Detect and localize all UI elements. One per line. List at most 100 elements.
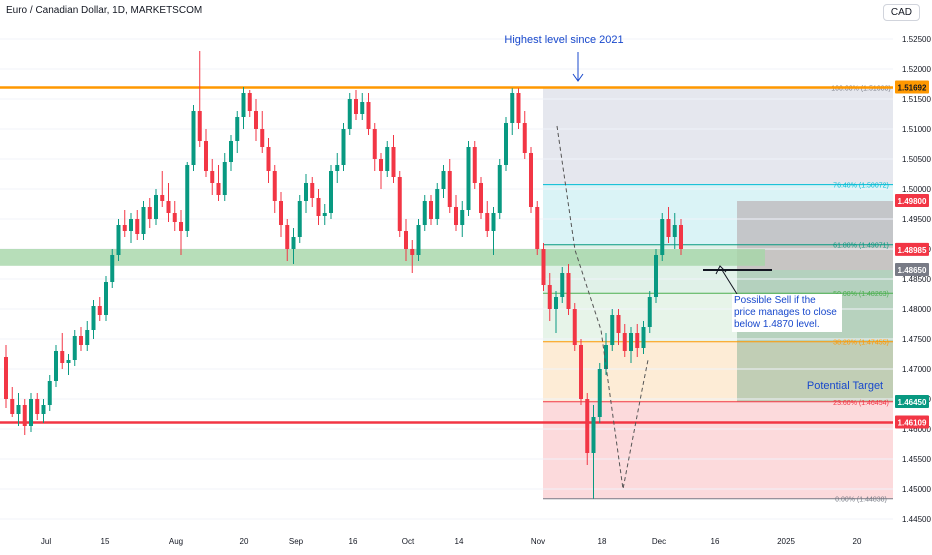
candle-body [129, 219, 133, 231]
position-target-zone [737, 270, 893, 402]
candle-body [372, 129, 377, 159]
candle-body [141, 207, 146, 234]
fib-zone-0 [543, 87, 893, 185]
price-label-bg [895, 415, 929, 429]
candle-body [210, 171, 215, 183]
y-tick-label: 1.50000 [902, 185, 931, 194]
currency-button[interactable]: CAD [882, 4, 920, 21]
fib-label: 38.20% (1.47455) [833, 340, 889, 347]
candle-body [629, 333, 633, 351]
price-label-text: 1.51692 [898, 83, 927, 92]
candle-body [10, 399, 15, 414]
price-label-bg [895, 395, 929, 408]
candle-body [410, 249, 415, 255]
candle-body [510, 93, 515, 123]
candle-body [466, 147, 471, 210]
candle-body [47, 381, 52, 405]
candle-body [472, 147, 477, 183]
candle-body [460, 210, 465, 225]
candle-body [60, 351, 65, 363]
candle-body [366, 102, 371, 129]
candle-body [191, 111, 196, 165]
sell-pointer-line [721, 269, 738, 295]
symbol-title: Euro / Canadian Dollar, 1D, MARKETSCOM [6, 5, 203, 16]
y-tick-label: 1.44500 [902, 515, 931, 524]
sell-pointer-head [715, 265, 727, 275]
candle-body [529, 153, 533, 207]
candle-body [197, 111, 202, 141]
candle-body [566, 273, 571, 309]
candle-body [91, 306, 96, 330]
candle-body [322, 213, 327, 216]
candle-body [541, 249, 546, 285]
price-label-text: 1.48650 [898, 266, 927, 275]
candle-body [166, 201, 171, 213]
candle-body [222, 162, 227, 195]
candle-body [110, 255, 115, 282]
highest-arrow-head [572, 73, 584, 82]
x-tick-label: 20 [853, 537, 862, 546]
candle-body [266, 147, 271, 171]
candle-body [160, 195, 165, 201]
x-tick-label: Dec [652, 537, 666, 546]
candle-body [291, 237, 296, 249]
candle-body [4, 357, 8, 399]
candle-body [385, 147, 390, 171]
candle-body [66, 360, 71, 363]
price-label-bg [895, 80, 929, 94]
candle-body [597, 369, 602, 417]
x-tick-label: Jul [41, 537, 51, 546]
candle-body [329, 171, 333, 213]
candle-body [279, 201, 283, 225]
candle-body [97, 306, 102, 315]
y-tick-label: 1.48000 [902, 305, 931, 314]
candle-body [610, 315, 615, 345]
candle-body [585, 399, 590, 453]
candle-body [497, 165, 502, 213]
y-tick-label: 1.52000 [902, 65, 931, 74]
candle-body [297, 201, 302, 237]
candle-body [347, 99, 352, 129]
candle-body [516, 93, 521, 123]
x-tick-label: 2025 [777, 537, 795, 546]
candle-body [572, 309, 577, 345]
candle-body [54, 351, 58, 381]
candle-body [441, 171, 446, 189]
candle-body [235, 117, 240, 141]
candle-body [535, 207, 540, 249]
candle-body [85, 330, 90, 345]
y-tick-label: 1.45000 [902, 485, 931, 494]
candle-body [604, 345, 608, 369]
candle-body [147, 207, 152, 219]
price-label-text: 1.49800 [898, 197, 927, 206]
y-tick-label: 1.49500 [902, 215, 931, 224]
candle-body [422, 201, 427, 225]
candle-body [654, 255, 658, 297]
x-tick-label: 15 [101, 537, 110, 546]
candle-body [616, 315, 621, 333]
candle-body [554, 297, 558, 309]
support-zone-band [0, 249, 765, 266]
fib-label: 0.00% (1.44838) [835, 497, 887, 504]
candle-body [479, 183, 483, 213]
y-tick-label: 1.47500 [902, 335, 931, 344]
x-tick-label: Oct [402, 537, 415, 546]
candle-body [41, 405, 46, 414]
candle-body [579, 345, 583, 399]
x-tick-label: 16 [349, 537, 358, 546]
candle-body [404, 231, 408, 249]
candle-body [391, 147, 396, 177]
candle-body [591, 417, 596, 453]
candle-body [641, 327, 646, 348]
candle-body [635, 333, 640, 348]
fib-label: 61.80% (1.49071) [833, 243, 889, 250]
x-tick-label: 16 [711, 537, 720, 546]
candle-body [22, 405, 27, 426]
candle-body [179, 222, 183, 231]
price-label-text: 1.48985 [898, 246, 927, 255]
y-tick-label: 1.48500 [902, 275, 931, 284]
candle-body [647, 297, 652, 327]
y-tick-label: 1.52500 [902, 35, 931, 44]
